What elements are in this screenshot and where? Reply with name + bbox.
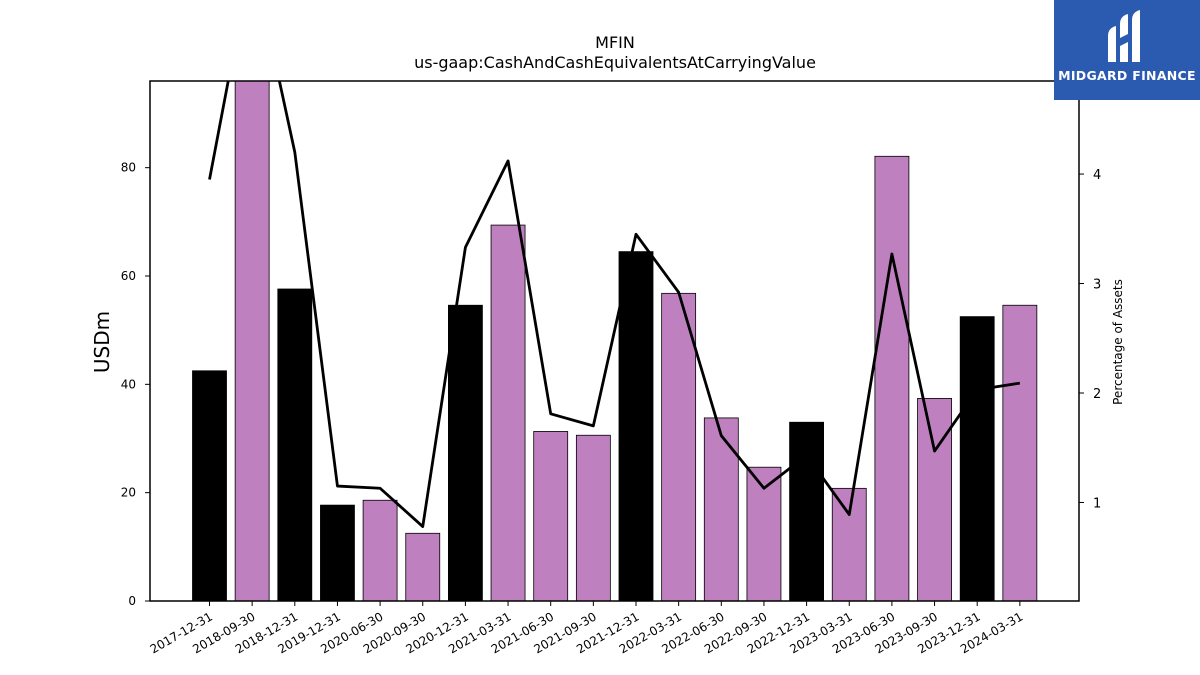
y-axis-left: 0 20 40 60 80 <box>121 161 150 608</box>
y-axis-label-right: Percentage of Assets <box>1111 279 1125 405</box>
line-group <box>208 81 1021 528</box>
bar-2023-03-31 <box>831 487 867 601</box>
y-axis-label-left: USDm <box>90 311 114 373</box>
bar-2023-09-30 <box>917 398 952 601</box>
plot-frame <box>149 80 1080 602</box>
bar-2020-06-30 <box>362 499 398 601</box>
bar-2021-09-30 <box>575 434 611 601</box>
y-tick-label-left: 40 <box>121 377 136 391</box>
y-tick-label-right: 1 <box>1093 496 1101 511</box>
midgard-finance-logo: MIDGARD FINANCE <box>1054 0 1200 100</box>
percentage-line <box>208 81 1021 528</box>
bar-2020-12-31 <box>447 304 483 601</box>
y-tick-label-right: 4 <box>1093 168 1101 183</box>
y-tick-label-left: 60 <box>121 269 136 283</box>
bar-2022-06-30 <box>703 417 739 601</box>
logo-text: MIDGARD FINANCE <box>1058 68 1196 83</box>
y-axis-right: 1 2 3 4 <box>1079 168 1101 511</box>
bar-2017-12-31 <box>192 370 227 601</box>
logo-mark-icon <box>1108 10 1140 62</box>
y-tick-label-left: 20 <box>121 486 136 500</box>
chart-subtitle: us-gaap:CashAndCashEquivalentsAtCarrying… <box>414 53 816 72</box>
y-tick-label-right: 3 <box>1093 278 1101 293</box>
bar-2023-06-30 <box>874 155 910 601</box>
chart-title: MFIN <box>595 33 635 52</box>
bar-2024-03-31 <box>1002 304 1038 601</box>
y-tick-label-left: 80 <box>121 161 136 175</box>
bar-2021-12-31 <box>618 251 654 601</box>
bar-2018-12-31 <box>277 288 313 601</box>
y-tick-label-left: 0 <box>128 594 136 608</box>
bar-2018-09-30 <box>234 81 270 601</box>
bar-2021-06-30 <box>533 431 569 601</box>
bar-2022-03-31 <box>661 292 697 601</box>
bar-2019-12-31 <box>320 504 355 601</box>
bar-2023-12-31 <box>959 316 995 601</box>
y-tick-label-right: 2 <box>1093 387 1101 402</box>
x-axis: 2017-12-312018-09-302018-12-312019-12-31… <box>148 601 1025 656</box>
bar-2022-12-31 <box>789 421 824 601</box>
bars-group <box>192 81 1038 601</box>
bar-2020-09-30 <box>405 532 441 601</box>
bar-2021-03-31 <box>490 224 526 601</box>
